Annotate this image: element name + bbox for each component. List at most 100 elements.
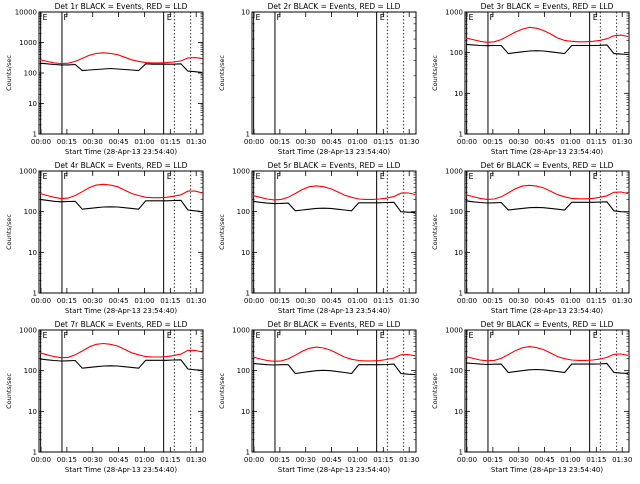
series-line-events xyxy=(39,358,203,371)
panel-title: Det 4r BLACK = Events, RED = LLD xyxy=(55,161,188,170)
y-axis-label: Counts/sec xyxy=(431,55,439,91)
series-line-lld xyxy=(39,342,203,359)
panel-title: Det 2r BLACK = Events, RED = LLD xyxy=(268,2,401,11)
y-tick-label: 1 xyxy=(459,449,463,457)
x-tick-label: 01:30 xyxy=(186,138,206,146)
marker-label: E xyxy=(468,172,473,181)
detector-panel-3: Det 3r BLACK = Events, RED = LLD Counts/s… xyxy=(431,2,632,156)
x-axis-label: Start Time (28-Apr-13 23:54:40) xyxy=(278,307,390,315)
y-tick-label: 1 xyxy=(33,131,37,139)
x-tick-label: 01:00 xyxy=(560,138,580,146)
y-tick-label: 100 xyxy=(24,70,37,78)
plot-frame xyxy=(464,170,630,294)
panel-title: Det 3r BLACK = Events, RED = LLD xyxy=(481,2,614,11)
x-tick-label: 00:30 xyxy=(296,456,316,464)
y-tick-label: 1000 xyxy=(19,327,37,335)
marker-label: E xyxy=(255,13,260,22)
detector-panel-2: Det 2r BLACK = Events, RED = LLD Counts/s… xyxy=(218,2,419,156)
x-tick-label: 00:00 xyxy=(244,138,264,146)
x-tick-label: 01:15 xyxy=(160,138,180,146)
series-line-events xyxy=(39,198,203,213)
detector-panel-9: Det 9r BLACK = Events, RED = LLD Counts/s… xyxy=(431,320,632,474)
x-tick-label: 00:00 xyxy=(457,456,477,464)
marker-label: E xyxy=(167,13,172,22)
y-tick-label: 1000 xyxy=(232,327,250,335)
plot-frame xyxy=(251,170,417,294)
series-line-events xyxy=(252,362,416,376)
y-axis-label: Counts/sec xyxy=(5,55,13,91)
y-axis-label: Counts/sec xyxy=(5,373,13,409)
series-line-lld xyxy=(252,185,416,201)
x-tick-label: 00:30 xyxy=(83,138,103,146)
y-axis-label: Counts/sec xyxy=(431,214,439,250)
y-tick-label: 100 xyxy=(237,367,250,375)
panel-title: Det 9r BLACK = Events, RED = LLD xyxy=(481,320,614,329)
x-tick-label: 01:15 xyxy=(160,456,180,464)
y-tick-label: 100 xyxy=(24,367,37,375)
x-tick-label: 00:30 xyxy=(83,456,103,464)
series-line-events xyxy=(465,200,629,213)
x-tick-label: 00:45 xyxy=(109,138,129,146)
x-tick-label: 01:30 xyxy=(399,456,419,464)
series-line-events xyxy=(39,62,203,73)
x-tick-label: 00:15 xyxy=(270,138,290,146)
y-tick-label: 10 xyxy=(454,90,463,98)
x-tick-label: 00:00 xyxy=(31,297,51,305)
detector-panel-1: Det 1r BLACK = Events, RED = LLD Counts/s… xyxy=(5,2,206,156)
plot-frame xyxy=(38,170,204,294)
x-tick-label: 00:30 xyxy=(83,297,103,305)
y-tick-label: 100 xyxy=(450,49,463,57)
x-tick-label: 00:45 xyxy=(322,297,342,305)
x-tick-label: 01:15 xyxy=(373,297,393,305)
x-tick-label: 01:00 xyxy=(134,456,154,464)
series-line-events xyxy=(465,43,629,56)
x-tick-label: 00:45 xyxy=(535,456,555,464)
x-tick-label: 01:00 xyxy=(134,297,154,305)
panel-title: Det 6r BLACK = Events, RED = LLD xyxy=(481,161,614,170)
y-tick-label: 1 xyxy=(459,290,463,298)
x-axis-label: Start Time (28-Apr-13 23:54:40) xyxy=(65,307,177,315)
series-line-events xyxy=(252,200,416,214)
marker-label: E xyxy=(380,331,385,340)
y-tick-label: 100 xyxy=(450,367,463,375)
x-tick-label: 00:30 xyxy=(509,138,529,146)
x-tick-label: 01:00 xyxy=(347,297,367,305)
x-tick-label: 00:45 xyxy=(535,138,555,146)
y-tick-label: 10 xyxy=(241,9,250,17)
x-tick-label: 01:15 xyxy=(586,456,606,464)
marker-label: F xyxy=(489,172,494,181)
x-axis-label: Start Time (28-Apr-13 23:54:40) xyxy=(65,148,177,156)
panel-title: Det 8r BLACK = Events, RED = LLD xyxy=(268,320,401,329)
marker-label: E xyxy=(255,172,260,181)
plot-frame xyxy=(38,11,204,135)
x-axis-label: Start Time (28-Apr-13 23:54:40) xyxy=(65,466,177,474)
x-tick-label: 00:00 xyxy=(244,297,264,305)
x-tick-label: 01:15 xyxy=(373,138,393,146)
x-tick-label: 01:00 xyxy=(560,297,580,305)
x-tick-label: 00:15 xyxy=(483,456,503,464)
y-tick-label: 1000 xyxy=(445,168,463,176)
x-axis-label: Start Time (28-Apr-13 23:54:40) xyxy=(491,148,603,156)
x-tick-label: 01:00 xyxy=(560,456,580,464)
plot-frame xyxy=(464,329,630,453)
x-tick-label: 00:15 xyxy=(57,297,77,305)
x-tick-label: 00:00 xyxy=(244,456,264,464)
y-tick-label: 1 xyxy=(246,449,250,457)
x-tick-label: 00:30 xyxy=(296,297,316,305)
y-tick-label: 100 xyxy=(24,208,37,216)
x-tick-label: 01:30 xyxy=(612,138,632,146)
x-tick-label: 01:15 xyxy=(160,297,180,305)
plot-frame xyxy=(38,329,204,453)
x-tick-label: 00:00 xyxy=(31,138,51,146)
detector-panel-8: Det 8r BLACK = Events, RED = LLD Counts/s… xyxy=(218,320,419,474)
x-tick-label: 00:00 xyxy=(457,297,477,305)
x-tick-label: 00:00 xyxy=(457,138,477,146)
series-line-lld xyxy=(465,26,629,43)
y-axis-label: Counts/sec xyxy=(218,55,226,91)
x-tick-label: 00:45 xyxy=(109,297,129,305)
x-tick-label: 00:15 xyxy=(483,138,503,146)
x-tick-label: 00:15 xyxy=(57,138,77,146)
y-tick-label: 1000 xyxy=(445,9,463,17)
